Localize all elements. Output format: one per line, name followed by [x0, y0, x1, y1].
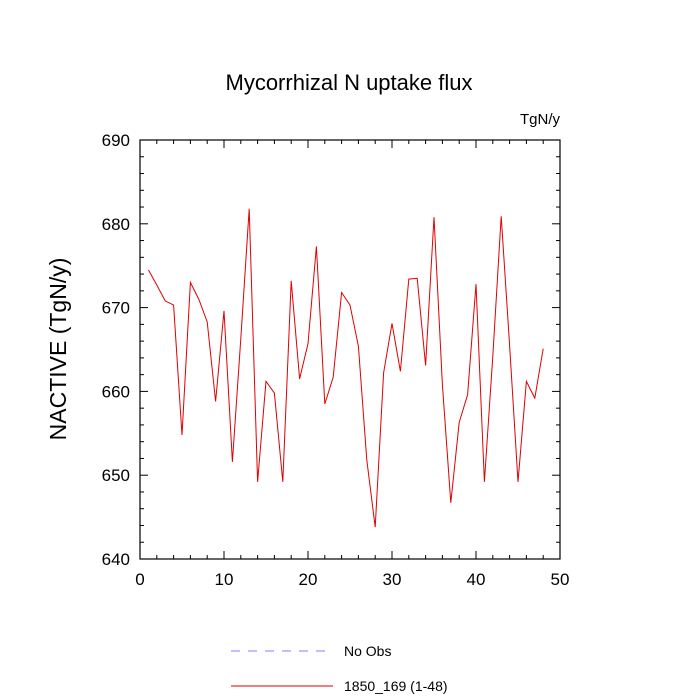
plot-area [147, 208, 544, 528]
y-tick-label: 640 [102, 550, 130, 569]
x-tick-label: 20 [299, 570, 318, 589]
series-line-1 [147, 208, 544, 528]
units-label: TgN/y [520, 111, 561, 128]
y-tick-label: 680 [102, 215, 130, 234]
y-tick-label: 670 [102, 299, 130, 318]
legend: No Obs 1850_169 (1-48) [231, 643, 448, 694]
legend-label-1: 1850_169 (1-48) [344, 678, 448, 694]
y-tick-label: 690 [102, 131, 130, 150]
y-tick-label: 650 [102, 466, 130, 485]
axes: 0 10 20 30 40 50 640 650 660 670 680 690 [102, 131, 570, 589]
x-tick-label: 30 [383, 570, 402, 589]
plot-frame [139, 139, 561, 560]
x-tick-label: 0 [135, 570, 144, 589]
x-tick-label: 50 [551, 570, 570, 589]
x-tick-label: 40 [467, 570, 486, 589]
y-tick-label: 660 [102, 382, 130, 401]
chart-title: Mycorrhizal N uptake flux [226, 70, 473, 95]
legend-label-0: No Obs [344, 643, 391, 659]
x-tick-label: 10 [215, 570, 234, 589]
y-axis-label: NACTIVE (TgN/y) [45, 258, 71, 441]
